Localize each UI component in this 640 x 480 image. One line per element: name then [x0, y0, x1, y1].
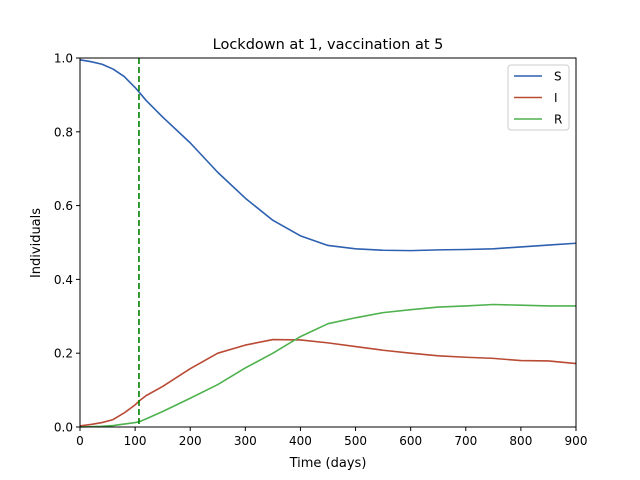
- y-tick-label: 0.6: [54, 199, 73, 213]
- series-line-R: [79, 303, 576, 428]
- x-tick-label: 600: [399, 434, 422, 448]
- series-line-S: [79, 59, 577, 252]
- series-line-I: [79, 338, 577, 427]
- plot-area: [79, 58, 577, 428]
- y-axis: 0.0 0.2 0.4 0.6 0.8 1.0: [54, 52, 80, 435]
- y-tick-label: 1.0: [54, 52, 73, 66]
- x-tick-label: 700: [454, 434, 477, 448]
- chart-title: Lockdown at 1, vaccination at 5: [213, 37, 444, 53]
- x-tick-label: 500: [344, 434, 367, 448]
- x-tick-label: 100: [124, 434, 147, 448]
- x-tick-label: 0: [76, 434, 84, 448]
- y-axis-label: Individuals: [29, 208, 44, 278]
- x-tick-label: 900: [565, 434, 588, 448]
- x-tick-label: 800: [509, 434, 532, 448]
- y-tick-label: 0.2: [54, 347, 73, 361]
- x-tick-label: 200: [179, 434, 202, 448]
- y-tick-label: 0.0: [54, 421, 73, 435]
- legend-label-S: S: [554, 70, 562, 84]
- x-axis: 0 100 200 300 400 500 600 700 800 900: [76, 427, 587, 448]
- y-tick-label: 0.8: [54, 125, 73, 139]
- x-tick-label: 400: [289, 434, 312, 448]
- legend-label-I: I: [554, 91, 558, 105]
- y-tick-label: 0.4: [54, 273, 73, 287]
- legend: SIR: [507, 64, 570, 131]
- legend-label-R: R: [554, 113, 562, 127]
- axes-frame: [79, 57, 577, 428]
- x-axis-label: Time (days): [289, 456, 367, 471]
- x-tick-label: 300: [234, 434, 257, 448]
